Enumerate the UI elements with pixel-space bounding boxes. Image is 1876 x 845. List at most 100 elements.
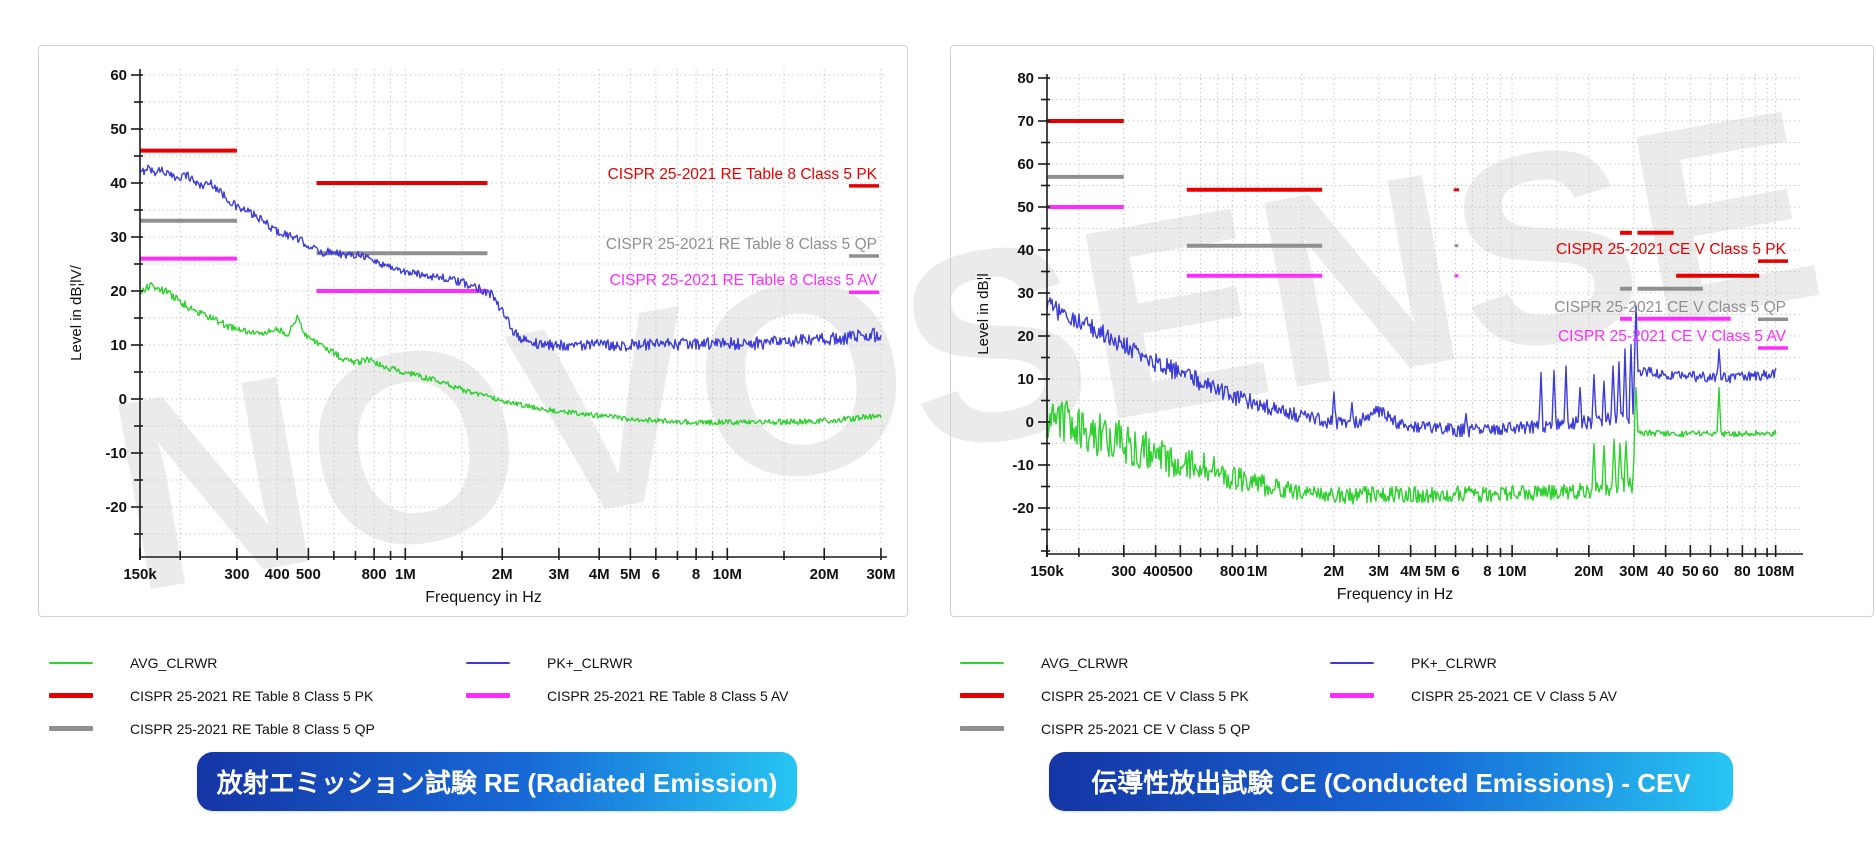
x-tick-label: 150k	[1030, 563, 1064, 580]
x-tick-label: 150k	[123, 566, 157, 583]
x-axis-title: Frequency in Hz	[1337, 586, 1454, 603]
legend-line-swatch	[49, 693, 93, 698]
x-tick-label: 60	[1702, 563, 1719, 580]
legend-line-swatch	[1330, 693, 1374, 698]
x-tick-label: 300	[224, 566, 249, 583]
trace-pk-clrwr	[1046, 297, 1777, 438]
x-tick-label: 400	[265, 566, 290, 583]
x-tick-label: 30M	[866, 566, 895, 583]
x-tick-label: 50	[1682, 563, 1699, 580]
trace-pk-clrwr	[139, 164, 882, 352]
re-title-badge-label: 放射エミッション試験 RE (Radiated Emission)	[216, 768, 778, 798]
x-tick-label: 1M	[395, 566, 416, 583]
x-tick-label: 500	[1168, 563, 1193, 580]
legend-line-swatch	[960, 661, 1004, 664]
y-tick-label: 10	[1017, 371, 1034, 388]
x-tick-label: 3M	[549, 566, 570, 583]
y-tick-label: 50	[1017, 199, 1034, 216]
x-tick-label: 5M	[1425, 563, 1446, 580]
legend-label: CISPR 25-2021 CE V Class 5 AV	[1411, 687, 1617, 704]
x-tick-label: 800	[1220, 563, 1245, 580]
x-tick-label: 500	[296, 566, 321, 583]
legend-item: CISPR 25-2021 RE Table 8 Class 5 AV	[466, 679, 789, 712]
limit-annotation: CISPR 25-2021 RE Table 8 Class 5 PK	[608, 166, 878, 183]
legend-label: PK+_CLRWR	[547, 654, 633, 671]
legend-line-swatch	[49, 726, 93, 731]
legend-line-swatch	[960, 693, 1004, 698]
legend-label: CISPR 25-2021 RE Table 8 Class 5 AV	[547, 687, 789, 704]
y-tick-label: 50	[110, 121, 127, 138]
y-tick-label: 20	[1017, 328, 1034, 345]
y-tick-label: 40	[110, 175, 127, 192]
ce-chart-panel: -20 -10 0 10 20 30 40 50 60 70 80 150k 300 400 500 800 1…	[950, 45, 1874, 617]
legend-line-swatch	[466, 661, 510, 664]
y-tick-label: 0	[1026, 414, 1034, 431]
x-tick-label: 3M	[1368, 563, 1389, 580]
x-tick-label: 4M	[1400, 563, 1421, 580]
limit-annotation: CISPR 25-2021 RE Table 8 Class 5 QP	[606, 236, 877, 253]
legend-item: AVG_CLRWR	[49, 646, 217, 679]
x-tick-label: 30M	[1619, 563, 1648, 580]
x-tick-label: 400	[1143, 563, 1168, 580]
y-tick-label: -20	[105, 499, 127, 516]
x-tick-label: 20M	[1574, 563, 1603, 580]
re-chart-panel: -20 -10 0 10 20 30 40 50 60 150k 300 400 500 800 1M 2M 3…	[38, 45, 908, 617]
legend-line-swatch	[49, 661, 93, 664]
limit-annotation: CISPR 25-2021 CE V Class 5 AV	[1558, 328, 1787, 345]
legend-label: AVG_CLRWR	[130, 654, 218, 671]
legend-line-swatch	[1330, 661, 1374, 664]
radiated-emission-plot: -20 -10 0 10 20 30 40 50 60 150k 300 400 500 800 1M 2M 3…	[68, 67, 896, 606]
x-tick-label: 1M	[1247, 563, 1268, 580]
re-legend: AVG_CLRWR CISPR 25-2021 RE Table 8 Class …	[49, 646, 929, 746]
legend-label: CISPR 25-2021 RE Table 8 Class 5 PK	[130, 687, 374, 704]
x-tick-label: 108M	[1757, 563, 1795, 580]
y-tick-label: 40	[1017, 242, 1034, 259]
legend-item: CISPR 25-2021 RE Table 8 Class 5 QP	[49, 712, 375, 745]
x-tick-label: 20M	[810, 566, 839, 583]
y-tick-label: 0	[119, 391, 127, 408]
legend-label: CISPR 25-2021 CE V Class 5 QP	[1041, 720, 1251, 737]
x-tick-label: 80	[1734, 563, 1751, 580]
ce-title-badge-label: 伝導性放出試験 CE (Conducted Emissions) - CEV	[1091, 768, 1691, 798]
legend-line-swatch	[466, 693, 510, 698]
legend-item: CISPR 25-2021 CE V Class 5 QP	[960, 712, 1250, 745]
x-tick-label: 5M	[620, 566, 641, 583]
legend-label: AVG_CLRWR	[1041, 654, 1129, 671]
x-tick-label: 2M	[1323, 563, 1344, 580]
ce-legend: AVG_CLRWR CISPR 25-2021 CE V Class 5 PK CI…	[960, 646, 1860, 746]
x-tick-label: 6	[1451, 563, 1459, 580]
y-tick-label: -20	[1012, 500, 1034, 517]
y-tick-label: 80	[1017, 70, 1034, 87]
legend-line-swatch	[960, 726, 1004, 731]
x-tick-label: 300	[1111, 563, 1136, 580]
y-tick-label: 10	[110, 337, 127, 354]
x-tick-label: 10M	[713, 566, 742, 583]
x-axis-title: Frequency in Hz	[425, 589, 542, 606]
x-tick-label: 6	[652, 566, 660, 583]
limit-annotation: CISPR 25-2021 CE V Class 5 PK	[1556, 241, 1787, 258]
ce-title-badge: 伝導性放出試験 CE (Conducted Emissions) - CEV	[1049, 752, 1733, 811]
legend-item: CISPR 25-2021 RE Table 8 Class 5 PK	[49, 679, 373, 712]
x-tick-label: 10M	[1498, 563, 1527, 580]
legend-label: PK+_CLRWR	[1411, 654, 1497, 671]
y-tick-label: 30	[1017, 285, 1034, 302]
legend-item: PK+_CLRWR	[1330, 646, 1497, 679]
x-tick-label: 8	[692, 566, 700, 583]
limit-annotation: CISPR 25-2021 RE Table 8 Class 5 AV	[610, 272, 878, 289]
y-tick-label: 60	[1017, 156, 1034, 173]
legend-item: PK+_CLRWR	[466, 646, 633, 679]
y-tick-label: 70	[1017, 113, 1034, 130]
y-axis-title: Level in dB¦lV/	[68, 264, 85, 360]
legend-item: CISPR 25-2021 CE V Class 5 AV	[1330, 679, 1617, 712]
x-tick-label: 40	[1657, 563, 1674, 580]
y-tick-label: -10	[1012, 457, 1034, 474]
legend-item: CISPR 25-2021 CE V Class 5 PK	[960, 679, 1249, 712]
x-tick-label: 4M	[589, 566, 610, 583]
x-tick-label: 8	[1483, 563, 1491, 580]
legend-label: CISPR 25-2021 CE V Class 5 PK	[1041, 687, 1249, 704]
re-title-badge: 放射エミッション試験 RE (Radiated Emission)	[197, 752, 797, 811]
trace-avg-clrwr	[1046, 386, 1777, 505]
y-tick-label: 20	[110, 283, 127, 300]
